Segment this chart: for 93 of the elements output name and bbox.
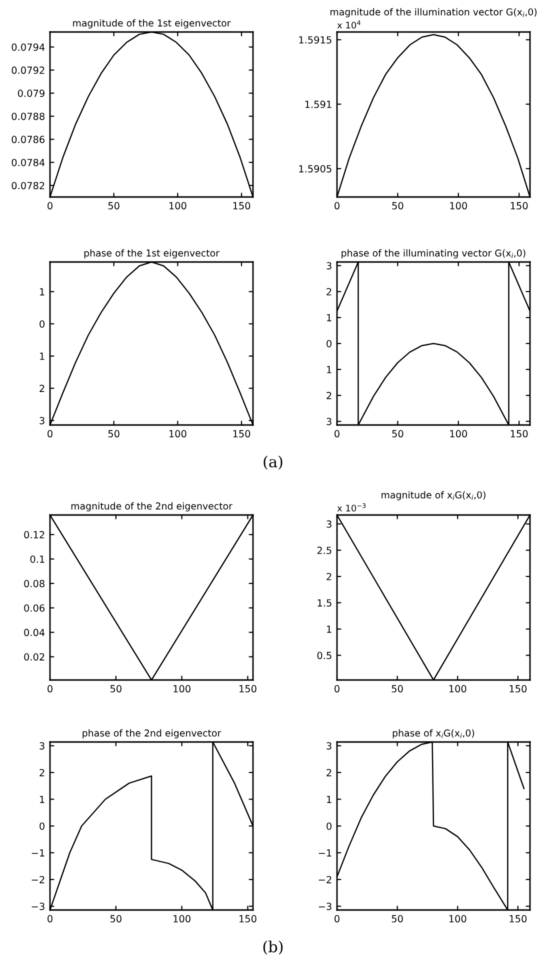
y-tick-label: 3 <box>326 262 332 270</box>
x-tick-label: 50 <box>392 430 404 438</box>
y-tick-label: 1 <box>327 626 332 633</box>
x-tick-label: 150 <box>240 685 256 692</box>
y-tick-label: 2 <box>40 768 44 776</box>
x-tick-label: 100 <box>174 685 190 692</box>
line-series <box>337 262 530 425</box>
x-tick-label: 100 <box>449 915 466 922</box>
y-tick-label: 3 <box>40 742 44 750</box>
y-tick-label: 0.0782 <box>12 182 44 190</box>
chart-title: phase of the 2nd eigenvector <box>82 729 222 738</box>
y-tick-label: 1 <box>40 352 44 360</box>
x-tick-label: 100 <box>174 915 190 922</box>
x-tick-label: 50 <box>108 202 120 210</box>
y-tick-label: 0.04 <box>24 628 45 636</box>
x-tick-label: 50 <box>392 202 404 210</box>
text: (a) <box>264 456 282 470</box>
y-tick-label: 1.5915 <box>299 36 332 44</box>
text: (b) <box>263 940 283 955</box>
y-tick-label: −1 <box>32 849 44 856</box>
y-tick-label: 0.079 <box>18 90 44 97</box>
y-tick-label: 0 <box>40 822 44 830</box>
y-tick-label: 0.0786 <box>12 136 45 144</box>
x-tick-label: 100 <box>449 685 466 692</box>
chart-title: magnitude of the 2nd eigenvector <box>71 502 232 512</box>
x-tick-label: 50 <box>392 915 403 922</box>
x-tick-label: 0 <box>48 915 52 922</box>
x-tick-label: 0 <box>334 915 340 922</box>
chart-title: phase of the illuminating vector G(x$_{i}$,0) <box>342 249 526 258</box>
x-tick-label: 150 <box>240 915 256 922</box>
y-tick-label: 2 <box>326 768 332 776</box>
y-tick-label: 3 <box>326 742 332 750</box>
x-tick-label: 0 <box>48 202 52 210</box>
x-tick-label: 150 <box>233 202 250 210</box>
x-tick-label: 150 <box>510 202 528 210</box>
y-tick-label: −2 <box>318 876 332 884</box>
y-tick-label: 2 <box>40 384 44 392</box>
x-tick-label: 150 <box>510 685 527 692</box>
y-tick-label: 0.06 <box>24 604 45 612</box>
y-tick-label: 0 <box>326 822 332 830</box>
y-tick-label: −2 <box>32 876 44 884</box>
x-tick-label: 100 <box>169 202 186 210</box>
x-tick-label: 50 <box>110 915 122 922</box>
y-tick-label: 0 <box>40 320 44 328</box>
y-tick-label: −3 <box>318 902 332 910</box>
x-tick-label: 0 <box>48 430 52 438</box>
x-tick-label: 150 <box>510 915 527 922</box>
x-tick-label: 0 <box>334 685 340 692</box>
x-tick-label: 150 <box>233 430 250 438</box>
y-tick-label: 3 <box>326 520 332 528</box>
chart-title: magnitude of the 1st eigenvector <box>73 19 231 28</box>
y-tick-label: 0.08 <box>24 580 44 588</box>
y-tick-label: 1 <box>40 796 44 803</box>
y-tick-label: 2 <box>326 572 332 580</box>
y-tick-label: 0.1 <box>30 555 44 563</box>
y-tick-label: −1 <box>318 849 332 856</box>
y-tick-label: 0.0794 <box>12 43 45 51</box>
x-tick-label: 0 <box>334 430 340 438</box>
y-tick-label: 2 <box>326 288 332 296</box>
x-tick-label: 50 <box>108 430 120 438</box>
y-tick-label: 0.0792 <box>12 66 44 74</box>
y-tick-label: 0.0784 <box>12 158 45 166</box>
y-tick-label: 0.02 <box>24 653 44 661</box>
y-tick-label: 3 <box>326 418 332 426</box>
y-tick-label: 1 <box>327 796 332 803</box>
x-tick-label: 100 <box>169 430 186 438</box>
y-tick-label: 1 <box>40 288 44 296</box>
x-tick-label: 50 <box>392 685 403 692</box>
x-tick-label: 100 <box>450 430 468 438</box>
x-tick-label: 50 <box>110 685 122 692</box>
y-tick-label: 1.591 <box>305 100 332 108</box>
x-tick-label: 0 <box>334 202 340 210</box>
chart-title: magnitude of the illumination vector G(x$_{i}$,0) <box>330 8 537 18</box>
x-tick-label: 150 <box>510 430 528 438</box>
chart-title: phase of x$_{i}$G(x$_{i}$,0) <box>392 729 474 738</box>
y-tick-label: 1 <box>327 314 332 322</box>
chart-title: magnitude of x$_{i}$G(x$_{i}$,0) <box>382 491 486 500</box>
y-tick-label: 0.5 <box>317 652 332 660</box>
y-tick-label: 1.5905 <box>299 165 332 172</box>
y-tick-label: 1 <box>327 366 332 374</box>
text: x 10$^{−3}$ <box>337 503 366 512</box>
text: x 10$^{4}$ <box>337 20 360 29</box>
y-tick-label: 0.12 <box>24 531 44 538</box>
chart-title: phase of the 1st eigenvector <box>84 249 220 258</box>
y-tick-label: 0 <box>326 340 332 348</box>
x-tick-label: 0 <box>48 685 52 692</box>
x-tick-label: 100 <box>450 202 468 210</box>
y-tick-label: 2.5 <box>317 546 332 554</box>
y-tick-label: 0.0788 <box>12 112 44 120</box>
y-tick-label: −3 <box>32 902 44 910</box>
y-tick-label: 1.5 <box>318 599 332 607</box>
y-tick-label: 2 <box>326 392 332 400</box>
y-tick-label: 3 <box>40 416 44 424</box>
